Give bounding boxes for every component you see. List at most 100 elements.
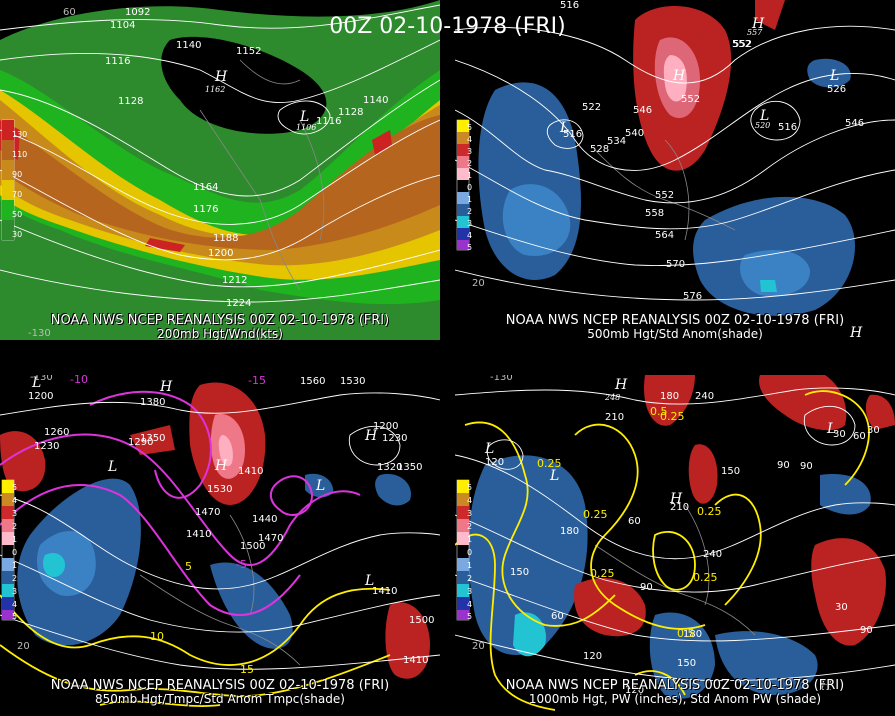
panel-850mb-temp: 5 4 3 2 1 0 1 2 3 4 5 1200 1230 1260 129… <box>0 375 440 716</box>
scale-label: 4 <box>12 496 17 505</box>
scale-label: 70 <box>12 190 22 199</box>
contour-label: 1500 <box>240 541 265 552</box>
contour-label: 570 <box>666 259 685 270</box>
contour-label: 1380 <box>140 397 165 408</box>
contour-label: 1188 <box>213 233 238 244</box>
grid-label: 60 <box>63 7 76 18</box>
contour-label: 180 <box>683 629 702 640</box>
map-200mb: 130 110 90 70 50 30 1092 1104 1116 1128 … <box>0 0 440 340</box>
high-marker: H <box>159 379 173 395</box>
high-marker: H <box>669 491 683 507</box>
contour-label: 150 <box>510 567 529 578</box>
scale-label: 3 <box>467 509 472 518</box>
contour-label: 240 <box>695 391 714 402</box>
grid-label: -130 <box>28 328 51 339</box>
contour-label: 210 <box>670 502 689 513</box>
contour-label: 1128 <box>118 96 143 107</box>
main-title: 00Z 02-10-1978 (FRI) <box>329 14 566 39</box>
low-marker: L <box>829 68 839 84</box>
wind-scale: 130 110 90 70 50 30 <box>1 119 27 241</box>
scale-label: 1 <box>12 561 17 570</box>
pw-label: 0.25 <box>537 457 562 470</box>
grid-label: -130 <box>490 375 513 383</box>
scale-label: 5 <box>12 483 17 492</box>
scale-label: 4 <box>467 600 472 609</box>
scale-label: 1 <box>467 195 472 204</box>
grid-label: 20 <box>17 641 30 652</box>
panel-500mb-anomaly: 5 4 3 2 1 0 1 2 3 4 5 516 552 522 516 52… <box>455 0 895 340</box>
contour-label: 90 <box>800 461 813 472</box>
scale-label: 4 <box>12 600 17 609</box>
scale-label: 1 <box>467 171 472 180</box>
scale-label: 2 <box>467 159 472 168</box>
pw-label: 0.25 <box>697 505 722 518</box>
scale-label: 130 <box>12 130 27 139</box>
scale-label: 50 <box>12 210 22 219</box>
contour-label: 90 <box>640 582 653 593</box>
contour-label: 1162 <box>205 85 225 94</box>
contour-label: 516 <box>560 0 579 11</box>
low-marker: L <box>759 108 769 124</box>
scale-label: 2 <box>467 207 472 216</box>
contour-label: 30 <box>833 429 846 440</box>
low-marker: L <box>826 421 836 437</box>
contour-label: 180 <box>560 526 579 537</box>
contour-label: 1164 <box>193 182 218 193</box>
grid-label: 20 <box>472 278 485 289</box>
contour-label: 120 <box>485 457 504 468</box>
temp-label: 15 <box>240 663 254 676</box>
high-marker: H <box>214 69 228 85</box>
contour-label: 1128 <box>338 107 363 118</box>
contour-label: 552 <box>655 190 674 201</box>
high-marker: H <box>819 678 833 694</box>
contour-label: 150 <box>721 466 740 477</box>
temp-label: -10 <box>70 375 88 386</box>
contour-label: 1350 <box>140 433 165 444</box>
scale-label: 3 <box>12 509 17 518</box>
contour-label: 528 <box>590 144 609 155</box>
contour-label: 1200 <box>28 391 53 402</box>
contour-label: 1200 <box>208 248 233 259</box>
map-1000mb: 5 4 3 2 1 0 1 2 3 4 5 180 210 240 248 15… <box>455 375 895 711</box>
contour-label: 1106 <box>296 123 316 132</box>
pw-label: 0.25 <box>590 567 615 580</box>
scale-label: 5 <box>12 612 17 621</box>
contour-label: 540 <box>625 128 644 139</box>
low-marker: L <box>299 109 309 125</box>
anomaly-scale: 5 4 3 2 1 0 1 2 3 4 5 <box>456 119 472 252</box>
map-500mb: 5 4 3 2 1 0 1 2 3 4 5 516 552 522 516 52… <box>455 0 895 340</box>
contour-label: 546 <box>845 118 864 129</box>
high-marker: H <box>214 458 228 474</box>
contour-label: 30 <box>867 425 880 436</box>
contour-label: 1140 <box>363 95 388 106</box>
scale-label: 2 <box>467 522 472 531</box>
contour-label: 516 <box>778 122 797 133</box>
temp-label: 10 <box>150 630 164 643</box>
panel-subcaption: 200mb Hgt/Wnd(kts) <box>157 327 283 340</box>
contour-label: 552 <box>681 94 700 105</box>
pw-label: 0.25 <box>583 508 608 521</box>
anomaly-scale: 5 4 3 2 1 0 1 2 3 4 5 <box>1 479 17 621</box>
contour-label: 120 <box>583 651 602 662</box>
contour-label: 1470 <box>195 507 220 518</box>
contour-label: 1470 <box>258 533 283 544</box>
contour-label: 1350 <box>397 462 422 473</box>
low-marker: L <box>315 478 325 494</box>
scale-label: 3 <box>467 219 472 228</box>
contour-label: 1230 <box>382 433 407 444</box>
scale-label: 4 <box>467 496 472 505</box>
scale-label: 0 <box>467 548 472 557</box>
contour-label: 1410 <box>372 586 397 597</box>
scale-label: 1 <box>467 561 472 570</box>
panel-caption: NOAA NWS NCEP REANALYSIS 00Z 02-10-1978 … <box>50 313 390 328</box>
temp-label: -5 <box>236 558 247 571</box>
contour-label: 1320 <box>377 462 402 473</box>
anomaly-scale: 5 4 3 2 1 0 1 2 3 4 5 <box>456 479 472 621</box>
contour-label: 552 <box>732 39 751 50</box>
scale-label: 3 <box>12 587 17 596</box>
contour-label: 120 <box>625 685 644 696</box>
pw-label: 0.5 <box>677 627 695 640</box>
contour-label: 60 <box>853 431 866 442</box>
scale-label: 1 <box>467 535 472 544</box>
scale-label: 4 <box>467 231 472 240</box>
